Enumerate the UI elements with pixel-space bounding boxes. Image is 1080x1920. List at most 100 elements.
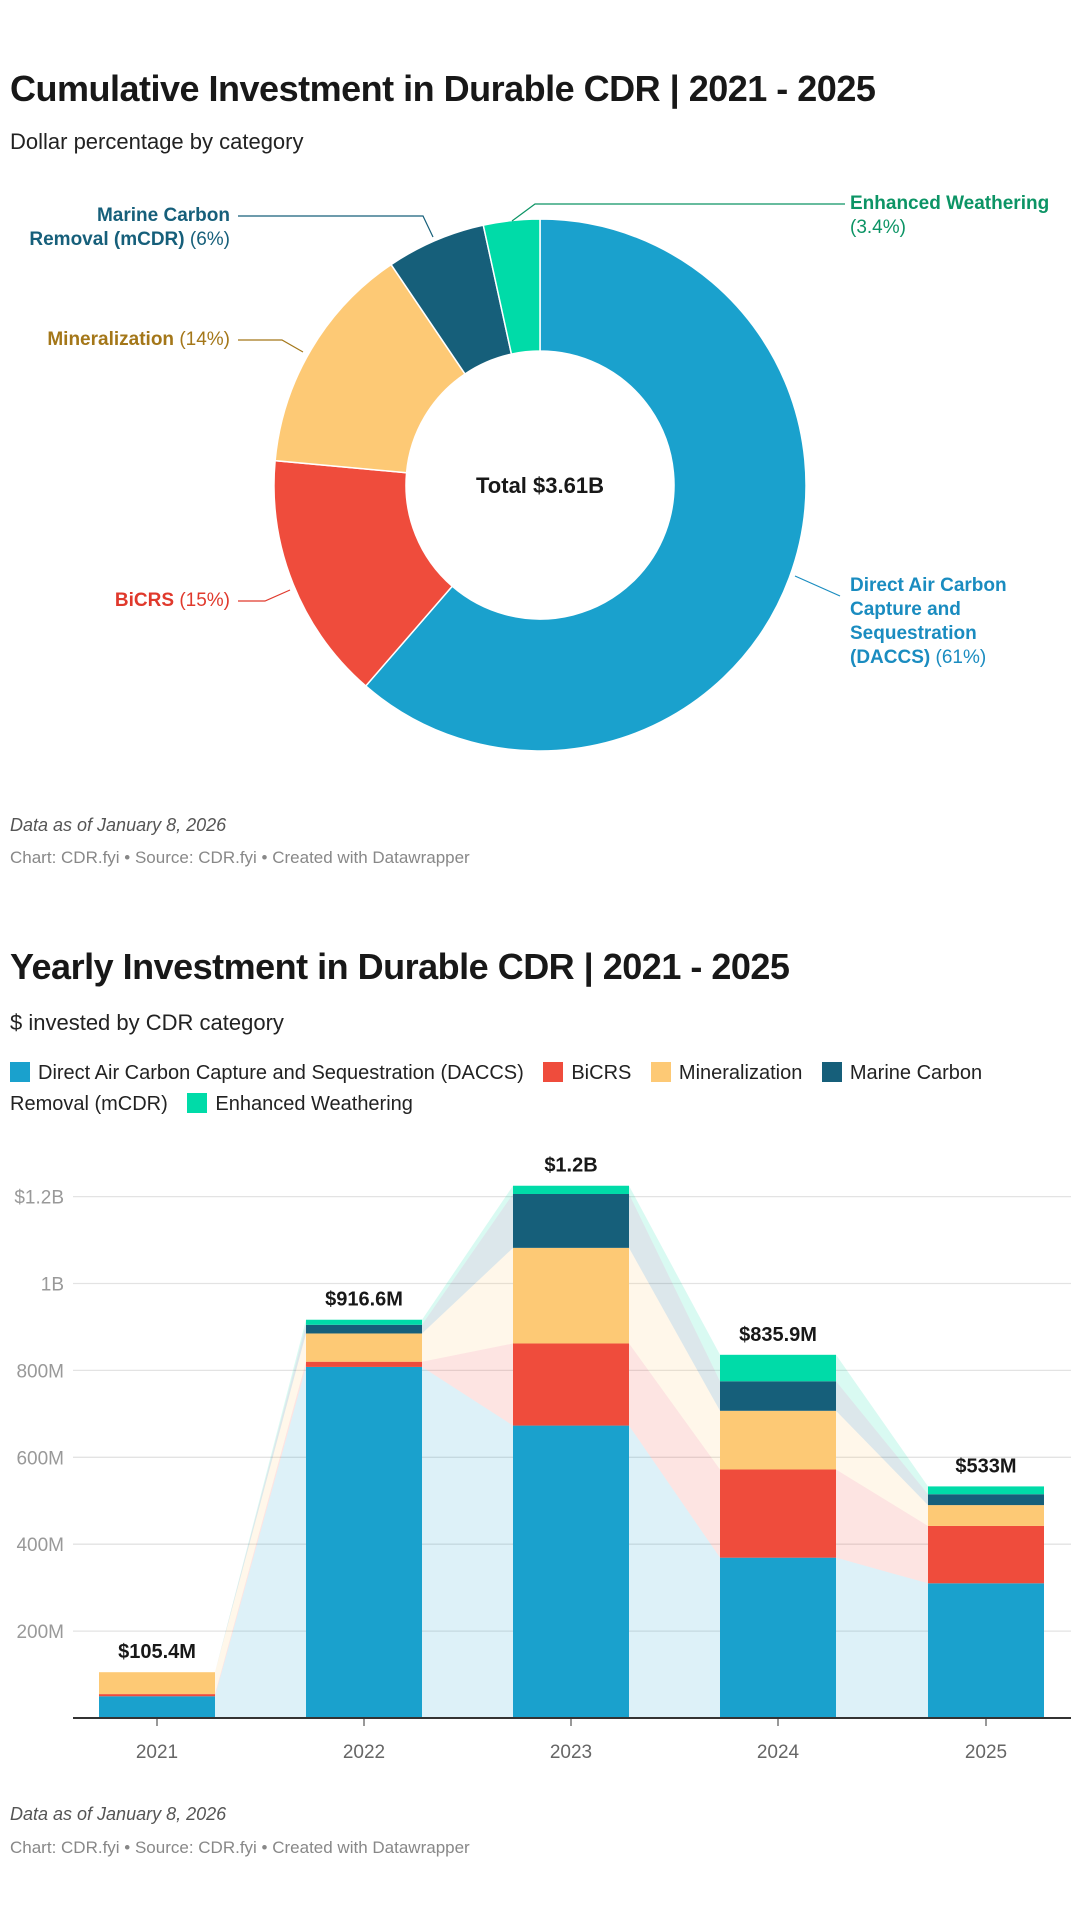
donut-credit: Chart: CDR.fyi • Source: CDR.fyi • Creat… (10, 848, 470, 867)
donut-label-name: Sequestration (850, 623, 977, 644)
donut-chart-subtitle: Dollar percentage by category (10, 129, 304, 154)
y-tick-label: 400M (16, 1535, 64, 1556)
bar-chart-title: Yearly Investment in Durable CDR | 2021 … (10, 946, 790, 987)
flow-band-daccs (836, 1557, 928, 1718)
donut-label-daccs: Direct Air Carbon Capture and Sequestratio… (850, 574, 1007, 670)
donut-label-percent: (14%) (179, 329, 230, 350)
donut-label-percent: (15%) (179, 590, 230, 611)
bar-total-label: $105.4M (118, 1641, 196, 1663)
donut-label-name: Mineralization (47, 329, 175, 350)
bar-segment-daccs-2025 (928, 1583, 1044, 1718)
leader-line-ew (511, 203, 845, 222)
donut-label-name: Capture and (850, 599, 961, 620)
donut-chart: Total $3.61B (238, 203, 845, 752)
legend-item-daccs: Direct Air Carbon Capture and Sequestrat… (10, 1062, 524, 1084)
donut-label-percent: (3.4%) (850, 217, 906, 238)
bar-data-note: Data as of January 8, 2026 (10, 1804, 227, 1824)
bar-chart-subtitle: $ invested by CDR category (10, 1010, 284, 1035)
flow-band-bicrs (215, 1361, 306, 1697)
donut-label-name: Enhanced Weathering (850, 193, 1050, 214)
legend-swatch (187, 1093, 208, 1113)
y-tick-label: 800M (16, 1361, 64, 1382)
flow-band-ew (629, 1185, 720, 1382)
legend-label: Direct Air Carbon Capture and Sequestrat… (38, 1062, 524, 1084)
flow-band-mcdr (836, 1381, 928, 1506)
stacked-bar-chart: 200M 400M 600M 800M 1B $1.2B $105.4M 2021 $916.6… (14, 1155, 1071, 1763)
legend-item-mcdr: Marine Carbon Removal (mCDR) (10, 1062, 982, 1115)
flow-band-daccs (629, 1425, 720, 1718)
flow-band-bicrs (629, 1343, 720, 1558)
bar-total-label: $1.2B (544, 1155, 597, 1177)
bar-segment-mcdr-2025 (928, 1494, 1044, 1506)
legend-item-ew: Enhanced Weathering (187, 1093, 413, 1115)
legend-swatch (10, 1062, 30, 1082)
donut-label-name: Marine Carbon (96, 205, 230, 226)
flow-band-ew (836, 1354, 928, 1495)
donut-slice-ew (482, 218, 541, 355)
legend-label: BiCRS (571, 1062, 632, 1084)
donut-label-mineralization: Mineralization (14%) (47, 328, 230, 352)
donut-data-note: Data as of January 8, 2026 (10, 815, 227, 835)
bar-segment-mineralization-2025 (928, 1505, 1044, 1526)
donut-slice-mineralization (274, 263, 467, 474)
bar-segment-ew-2022 (306, 1319, 422, 1325)
bar-segment-mcdr-2024 (720, 1381, 836, 1411)
leader-line-bicrs (238, 589, 291, 602)
bar-segment-ew-2024 (720, 1354, 836, 1382)
donut-slice-bicrs (273, 459, 454, 688)
donut-label-mcdr: Marine Carbon Removal (mCDR) (6%) (29, 204, 230, 252)
bar-segment-bicrs-2024 (720, 1469, 836, 1558)
donut-label-percent: (6%) (189, 229, 230, 250)
flow-band-mcdr (422, 1193, 513, 1334)
leader-line-mineralization (238, 339, 304, 353)
legend-swatch (821, 1062, 842, 1082)
y-tick-label: 1B (41, 1275, 64, 1296)
flow-band-mcdr (629, 1193, 720, 1411)
flow-band-mineralization (215, 1333, 306, 1695)
legend-label: Mineralization (678, 1062, 803, 1084)
x-tick-label: 2025 (965, 1742, 1007, 1763)
donut-slice-daccs (364, 218, 807, 752)
leader-line-mcdr (238, 215, 434, 238)
bar-segment-mcdr-2023 (513, 1193, 629, 1248)
bar-segment-daccs-2023 (513, 1425, 629, 1718)
flow-band-daccs (422, 1366, 513, 1718)
bar-segment-bicrs-2021 (99, 1694, 215, 1697)
bar-segment-daccs-2022 (306, 1366, 422, 1718)
x-tick-label: 2024 (757, 1742, 800, 1763)
donut-center-label: Total $3.61B (476, 473, 604, 498)
bar-total-label: $533M (955, 1455, 1016, 1477)
bar-segment-bicrs-2022 (306, 1361, 422, 1367)
bar-segment-daccs-2024 (720, 1557, 836, 1718)
bar-segment-mineralization-2024 (720, 1410, 836, 1470)
bar-total-label: $835.9M (739, 1324, 817, 1346)
legend-label: Marine Carbon Removal (mCDR) (10, 1062, 983, 1115)
flow-band-bicrs (422, 1343, 513, 1426)
donut-chart-title: Cumulative Investment in Durable CDR | 2… (10, 68, 876, 109)
x-tick-label: 2022 (343, 1742, 385, 1763)
donut-label-ew: Enhanced Weathering (3.4%) (850, 192, 1080, 240)
leader-line-daccs (794, 575, 841, 597)
legend-item-bicrs: BiCRS (543, 1062, 631, 1084)
bar-segment-mineralization-2022 (306, 1333, 422, 1362)
donut-label-percent: (61%) (935, 647, 987, 668)
x-tick-label: 2023 (550, 1742, 592, 1763)
donut-label-bicrs: BiCRS (15%) (115, 589, 230, 613)
x-tick-label: 2021 (136, 1742, 178, 1763)
flow-band-mineralization (629, 1247, 720, 1470)
legend-label: Enhanced Weathering (215, 1093, 413, 1115)
donut-label-name: (DACCS) (850, 647, 931, 668)
flow-band-bicrs (836, 1469, 928, 1584)
flow-band-mineralization (422, 1247, 513, 1362)
bar-segment-mineralization-2023 (513, 1247, 629, 1344)
donut-label-name: Direct Air Carbon (850, 575, 1007, 596)
bar-segment-mineralization-2021 (99, 1672, 215, 1695)
legend-swatch (543, 1062, 564, 1082)
legend-item-mineralization: Mineralization (650, 1062, 803, 1084)
bar-segment-daccs-2021 (99, 1696, 215, 1718)
bar-segment-ew-2023 (513, 1185, 629, 1194)
bar-segment-bicrs-2023 (513, 1343, 629, 1426)
flow-band-daccs (215, 1366, 306, 1718)
flow-band-ew (422, 1185, 513, 1325)
y-tick-label: $1.2B (14, 1188, 64, 1209)
